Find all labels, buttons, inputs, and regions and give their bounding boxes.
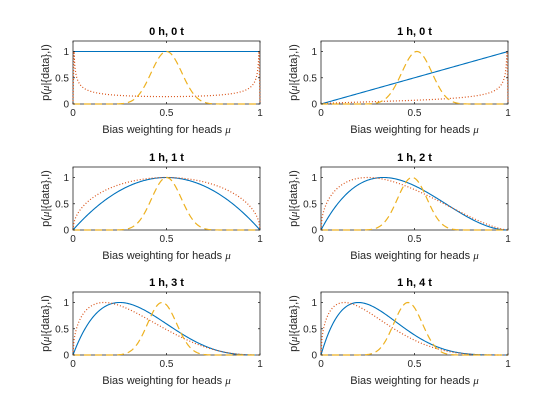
y-tick-label: 0 <box>63 226 69 237</box>
series-line-uniform-prior <box>320 176 509 231</box>
axes-box <box>320 166 509 231</box>
x-axis-label: Bias weighting for heads μ <box>102 124 231 136</box>
y-tick-label: 0 <box>311 226 317 237</box>
x-tick-label: 0 <box>70 108 76 119</box>
series-line-jeffreys-prior <box>320 51 509 105</box>
subplot-title: 1 h, 4 t <box>397 277 432 289</box>
x-tick-label: 0.5 <box>408 359 422 370</box>
y-tick-label: 0 <box>311 351 317 362</box>
x-tick-label: 0 <box>70 359 76 370</box>
series-line-uniform-prior <box>320 50 509 105</box>
y-tick-label: 0 <box>63 100 69 111</box>
y-tick-label: 0.5 <box>303 324 317 335</box>
y-tick-label: 0.5 <box>55 199 69 210</box>
x-tick-label: 1 <box>257 359 263 370</box>
y-tick-label: 0.5 <box>303 73 317 84</box>
x-axis-label: Bias weighting for heads μ <box>350 375 479 387</box>
y-tick-label: 1 <box>311 298 317 309</box>
subplot-title: 1 h, 3 t <box>149 277 184 289</box>
series-line-jeffreys-prior <box>320 176 509 231</box>
y-tick-label: 1 <box>63 298 69 309</box>
x-axis-label: Bias weighting for heads μ <box>350 124 479 136</box>
subplot-title: 1 h, 0 t <box>397 26 432 38</box>
x-axis-label: Bias weighting for heads μ <box>350 250 479 262</box>
series-line-informative-prior <box>321 301 508 356</box>
x-tick-label: 1 <box>505 359 511 370</box>
series-line-informative-prior <box>73 301 260 356</box>
x-tick-label: 0 <box>318 359 324 370</box>
y-axis-label: p(μ|{data},I) <box>288 295 300 352</box>
series-line-jeffreys-prior <box>72 51 261 105</box>
x-tick-label: 1 <box>505 108 511 119</box>
y-tick-label: 0.5 <box>303 199 317 210</box>
x-tick-label: 0.5 <box>160 359 174 370</box>
x-tick-label: 0 <box>318 108 324 119</box>
subplot-4: 0 0.5 1 0 0.5 1 1 h, 2 t Bias weighting for hea… <box>288 152 511 262</box>
x-tick-label: 0.5 <box>408 108 422 119</box>
subplot-title: 1 h, 2 t <box>397 152 432 164</box>
series-line-informative-prior <box>321 176 508 231</box>
y-axis-label: p(μ|{data},I) <box>40 295 52 352</box>
subplot-2: 0 0.5 1 0 0.5 1 1 h, 0 t Bias weighting for hea… <box>288 26 511 136</box>
y-tick-label: 0.5 <box>55 73 69 84</box>
series-line-informative-prior <box>321 50 508 105</box>
subplot-6: 0 0.5 1 0 0.5 1 1 h, 4 t Bias weighting for hea… <box>288 277 511 387</box>
x-tick-label: 0 <box>70 234 76 245</box>
axes-box <box>72 40 261 105</box>
subplot-5: 0 0.5 1 0 0.5 1 1 h, 3 t Bias weighting for hea… <box>40 277 263 387</box>
series-line-informative-prior <box>73 176 260 231</box>
x-axis-label: Bias weighting for heads μ <box>102 250 231 262</box>
x-tick-label: 1 <box>505 234 511 245</box>
y-axis-label: p(μ|{data},I) <box>288 44 300 101</box>
x-tick-label: 0.5 <box>160 234 174 245</box>
y-axis-label: p(μ|{data},I) <box>40 44 52 101</box>
series-line-informative-prior <box>73 50 260 105</box>
x-tick-label: 1 <box>257 108 263 119</box>
y-tick-label: 1 <box>311 47 317 58</box>
x-tick-label: 0 <box>318 234 324 245</box>
y-tick-label: 1 <box>63 47 69 58</box>
x-tick-label: 0.5 <box>408 234 422 245</box>
y-tick-label: 1 <box>63 173 69 184</box>
subplot-3: 0 0.5 1 0 0.5 1 1 h, 1 t Bias weighting for hea… <box>40 152 263 262</box>
y-tick-label: 1 <box>311 173 317 184</box>
subplot-title: 1 h, 1 t <box>149 152 184 164</box>
y-axis-label: p(μ|{data},I) <box>40 170 52 227</box>
subplot-1: 0 0.5 1 0 0.5 1 0 h, 0 t Bias weighting for hea… <box>40 26 263 136</box>
y-tick-label: 0.5 <box>55 324 69 335</box>
subplot-title: 0 h, 0 t <box>149 26 184 38</box>
y-axis-label: p(μ|{data},I) <box>288 170 300 227</box>
y-tick-label: 0 <box>63 351 69 362</box>
y-tick-label: 0 <box>311 100 317 111</box>
x-tick-label: 1 <box>257 234 263 245</box>
axes-box <box>320 291 509 356</box>
series-line-uniform-prior <box>72 301 260 356</box>
axes-box <box>72 166 261 231</box>
x-axis-label: Bias weighting for heads μ <box>102 375 231 387</box>
x-tick-label: 0.5 <box>160 108 174 119</box>
